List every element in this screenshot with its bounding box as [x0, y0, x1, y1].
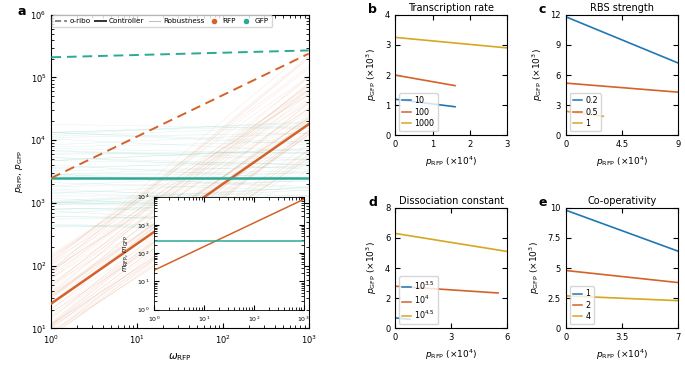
Legend: 0.2, 0.5, 1: 0.2, 0.5, 1 — [570, 93, 601, 131]
Y-axis label: $p_\mathrm{GFP}$ ($\times10^3$): $p_\mathrm{GFP}$ ($\times10^3$) — [365, 49, 379, 101]
X-axis label: $\omega_\mathrm{RFP}$: $\omega_\mathrm{RFP}$ — [168, 351, 192, 363]
Legend: 10, 100, 1000: 10, 100, 1000 — [399, 93, 438, 131]
Text: b: b — [368, 3, 377, 16]
Text: e: e — [539, 196, 547, 209]
Y-axis label: $p_\mathrm{RFP}$, $p_\mathrm{GFP}$: $p_\mathrm{RFP}$, $p_\mathrm{GFP}$ — [14, 150, 25, 193]
Y-axis label: $p_\mathrm{GFP}$ ($\times10^3$): $p_\mathrm{GFP}$ ($\times10^3$) — [365, 242, 379, 294]
X-axis label: $p_\mathrm{RFP}$ ($\times10^4$): $p_\mathrm{RFP}$ ($\times10^4$) — [425, 155, 477, 169]
X-axis label: $p_\mathrm{RFP}$ ($\times10^4$): $p_\mathrm{RFP}$ ($\times10^4$) — [596, 155, 648, 169]
Legend: 1, 2, 4: 1, 2, 4 — [570, 286, 593, 324]
Y-axis label: $p_\mathrm{GFP}$ ($\times10^3$): $p_\mathrm{GFP}$ ($\times10^3$) — [530, 49, 545, 101]
X-axis label: $p_\mathrm{RFP}$ ($\times10^4$): $p_\mathrm{RFP}$ ($\times10^4$) — [425, 348, 477, 362]
Title: Transcription rate: Transcription rate — [408, 3, 495, 13]
Legend: $10^{3.5}$, $10^{4}$, $10^{4.5}$: $10^{3.5}$, $10^{4}$, $10^{4.5}$ — [399, 276, 438, 324]
X-axis label: $p_\mathrm{RFP}$ ($\times10^4$): $p_\mathrm{RFP}$ ($\times10^4$) — [596, 348, 648, 362]
Y-axis label: $p_\mathrm{GFP}$ ($\times10^3$): $p_\mathrm{GFP}$ ($\times10^3$) — [527, 242, 542, 294]
Text: a: a — [18, 5, 27, 18]
Text: c: c — [539, 3, 546, 16]
Title: RBS strength: RBS strength — [590, 3, 654, 13]
Legend: o-ribo, Controller, Robustness, RFP, GFP: o-ribo, Controller, Robustness, RFP, GFP — [53, 15, 271, 27]
Title: Dissociation constant: Dissociation constant — [399, 196, 504, 206]
Title: Co-operativity: Co-operativity — [587, 196, 657, 206]
Text: d: d — [368, 196, 377, 209]
